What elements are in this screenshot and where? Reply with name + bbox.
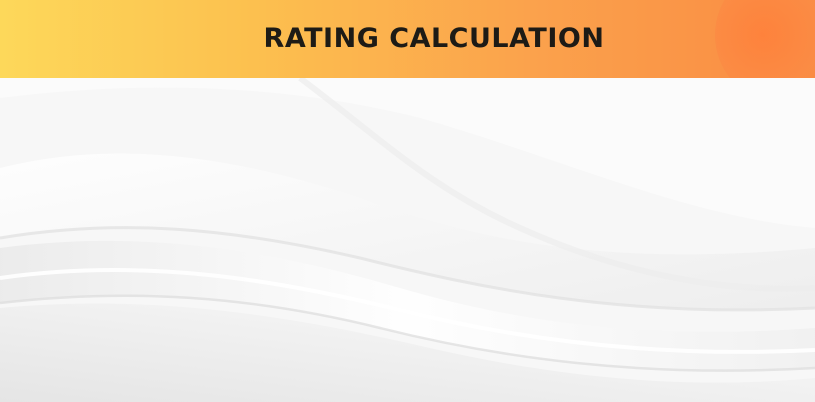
silk-shadow-line-3 xyxy=(298,78,815,292)
silk-shadow-line-2 xyxy=(0,294,815,372)
page-title: RATING CALCULATION xyxy=(263,23,605,54)
silk-fold-top xyxy=(0,78,815,228)
header-decoration-blob xyxy=(715,0,815,78)
silk-wave-art xyxy=(0,78,815,402)
silk-fold-lower xyxy=(0,303,815,402)
silk-fold-upper xyxy=(0,153,815,310)
header-banner: RATING CALCULATION xyxy=(0,0,815,78)
silk-shadow-line-1 xyxy=(0,226,815,312)
silk-highlight-line xyxy=(0,268,815,354)
silk-wave-background xyxy=(0,78,815,402)
